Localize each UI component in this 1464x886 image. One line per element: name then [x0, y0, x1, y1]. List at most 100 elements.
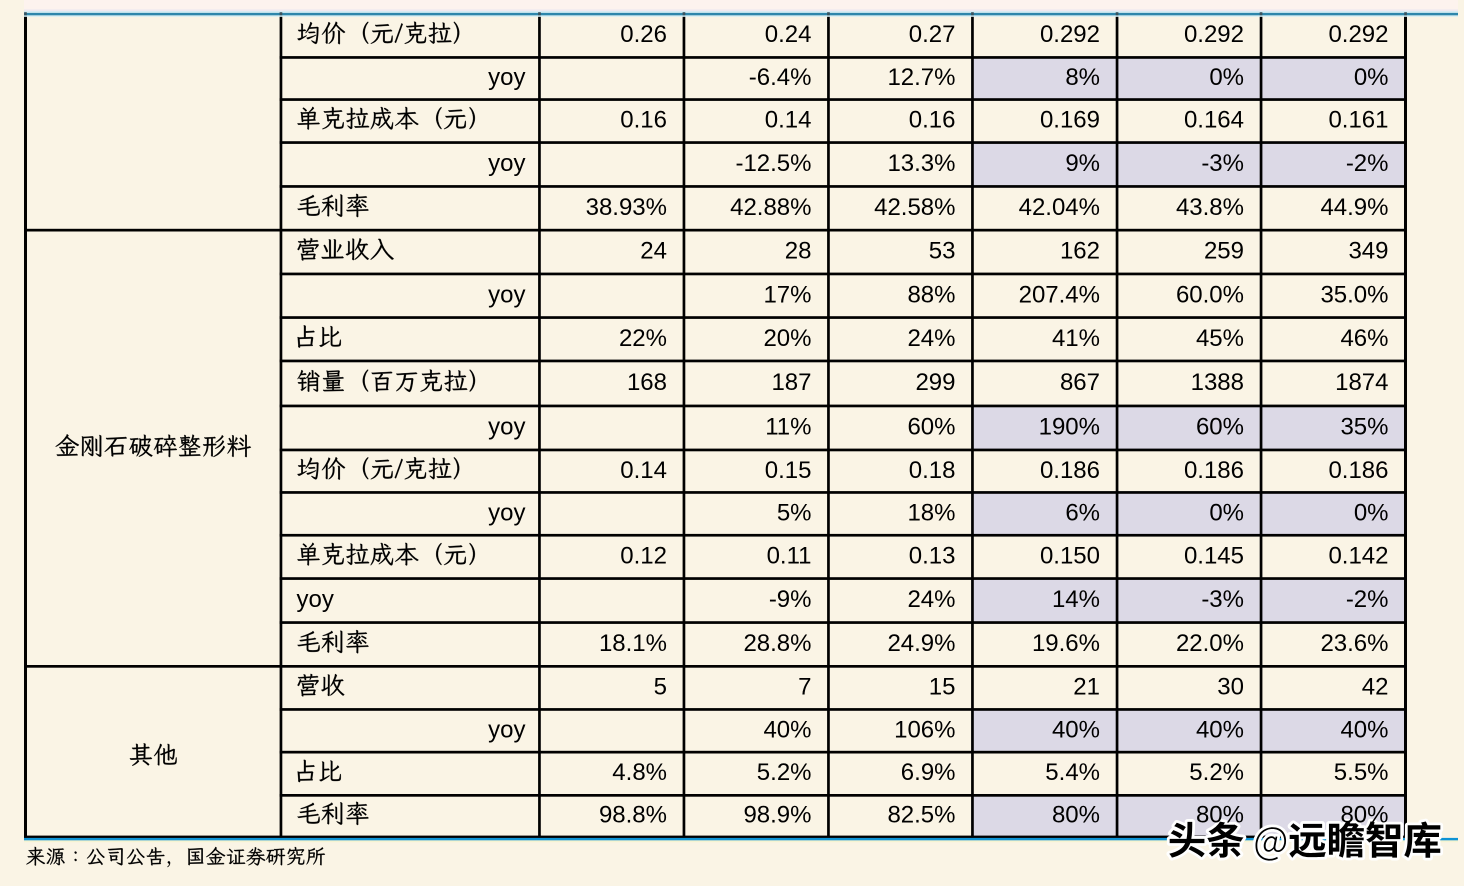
svg-text:80%: 80% [1052, 802, 1100, 829]
svg-text:18%: 18% [907, 499, 955, 526]
svg-text:19.6%: 19.6% [1032, 630, 1100, 657]
svg-text:5: 5 [654, 674, 667, 701]
svg-text:0.24: 0.24 [765, 21, 812, 48]
svg-text:yoy: yoy [488, 64, 525, 91]
svg-text:0.292: 0.292 [1040, 21, 1100, 48]
svg-text:24%: 24% [907, 586, 955, 613]
svg-text:yoy: yoy [488, 150, 525, 177]
svg-text:-2%: -2% [1346, 150, 1389, 177]
svg-text:0%: 0% [1354, 64, 1389, 91]
svg-text:187: 187 [771, 369, 811, 396]
svg-text:867: 867 [1060, 369, 1100, 396]
svg-text:4.8%: 4.8% [612, 759, 667, 786]
svg-text:0.150: 0.150 [1040, 542, 1100, 569]
svg-text:0.16: 0.16 [620, 107, 667, 134]
svg-text:299: 299 [915, 369, 955, 396]
svg-text:42.88%: 42.88% [730, 194, 811, 221]
svg-text:60%: 60% [1196, 414, 1244, 441]
svg-text:21: 21 [1073, 674, 1100, 701]
svg-text:80%: 80% [1196, 802, 1244, 829]
svg-text:0.16: 0.16 [909, 107, 956, 134]
svg-text:5.5%: 5.5% [1334, 759, 1389, 786]
svg-text:0.145: 0.145 [1184, 542, 1244, 569]
svg-text:17%: 17% [763, 281, 811, 308]
svg-text:5.2%: 5.2% [1189, 759, 1244, 786]
svg-text:0.186: 0.186 [1184, 457, 1244, 484]
svg-text:0.18: 0.18 [909, 457, 956, 484]
svg-text:0%: 0% [1209, 64, 1244, 91]
svg-text:0%: 0% [1354, 499, 1389, 526]
svg-text:168: 168 [627, 369, 667, 396]
svg-text:0.142: 0.142 [1328, 542, 1388, 569]
svg-text:40%: 40% [1052, 716, 1100, 743]
svg-text:0.11: 0.11 [767, 542, 812, 569]
svg-text:0.27: 0.27 [909, 21, 956, 48]
svg-text:20%: 20% [763, 325, 811, 352]
svg-text:yoy: yoy [488, 716, 525, 743]
svg-text:207.4%: 207.4% [1019, 281, 1100, 308]
svg-text:-2%: -2% [1346, 586, 1389, 613]
svg-text:7: 7 [798, 674, 811, 701]
svg-text:yoy: yoy [297, 586, 334, 613]
svg-text:-3%: -3% [1201, 150, 1244, 177]
svg-text:22%: 22% [619, 325, 667, 352]
svg-text:6%: 6% [1065, 499, 1100, 526]
svg-text:22.0%: 22.0% [1176, 630, 1244, 657]
svg-text:88%: 88% [907, 281, 955, 308]
svg-text:38.93%: 38.93% [586, 194, 667, 221]
svg-text:12.7%: 12.7% [887, 64, 955, 91]
svg-text:43.8%: 43.8% [1176, 194, 1244, 221]
svg-text:0%: 0% [1209, 499, 1244, 526]
svg-text:28: 28 [785, 238, 812, 265]
svg-text:0.12: 0.12 [620, 542, 667, 569]
svg-text:162: 162 [1060, 238, 1100, 265]
svg-text:35%: 35% [1340, 414, 1388, 441]
svg-text:0.292: 0.292 [1328, 21, 1388, 48]
svg-text:190%: 190% [1039, 414, 1100, 441]
svg-text:yoy: yoy [488, 414, 525, 441]
svg-text:40%: 40% [763, 716, 811, 743]
svg-text:5.2%: 5.2% [757, 759, 812, 786]
svg-text:98.9%: 98.9% [743, 802, 811, 829]
svg-text:0.161: 0.161 [1328, 107, 1388, 134]
svg-text:30: 30 [1217, 674, 1244, 701]
svg-text:40%: 40% [1340, 716, 1388, 743]
svg-text:14%: 14% [1052, 586, 1100, 613]
svg-text:5.4%: 5.4% [1045, 759, 1100, 786]
svg-text:yoy: yoy [488, 281, 525, 308]
svg-text:44.9%: 44.9% [1320, 194, 1388, 221]
svg-text:46%: 46% [1340, 325, 1388, 352]
svg-text:-12.5%: -12.5% [735, 150, 811, 177]
svg-text:41%: 41% [1052, 325, 1100, 352]
svg-text:42: 42 [1362, 674, 1389, 701]
svg-text:98.8%: 98.8% [599, 802, 667, 829]
svg-text:0.186: 0.186 [1328, 457, 1388, 484]
svg-text:45%: 45% [1196, 325, 1244, 352]
svg-text:53: 53 [929, 238, 956, 265]
svg-text:24.9%: 24.9% [887, 630, 955, 657]
svg-text:42.04%: 42.04% [1019, 194, 1100, 221]
svg-text:13.3%: 13.3% [887, 150, 955, 177]
svg-text:60.0%: 60.0% [1176, 281, 1244, 308]
svg-text:6.9%: 6.9% [901, 759, 956, 786]
svg-text:0.169: 0.169 [1040, 107, 1100, 134]
svg-text:18.1%: 18.1% [599, 630, 667, 657]
svg-text:8%: 8% [1065, 64, 1100, 91]
svg-text:0.15: 0.15 [765, 457, 812, 484]
svg-text:0.164: 0.164 [1184, 107, 1244, 134]
svg-text:-6.4%: -6.4% [749, 64, 812, 91]
svg-text:0.26: 0.26 [620, 21, 667, 48]
svg-text:0.14: 0.14 [620, 457, 667, 484]
svg-text:9%: 9% [1065, 150, 1100, 177]
svg-text:15: 15 [929, 674, 956, 701]
svg-text:349: 349 [1348, 238, 1388, 265]
svg-text:23.6%: 23.6% [1320, 630, 1388, 657]
svg-text:60%: 60% [907, 414, 955, 441]
svg-text:28.8%: 28.8% [743, 630, 811, 657]
svg-text:42.58%: 42.58% [874, 194, 955, 221]
svg-text:-9%: -9% [769, 586, 812, 613]
svg-text:40%: 40% [1196, 716, 1244, 743]
svg-text:259: 259 [1204, 238, 1244, 265]
svg-text:yoy: yoy [488, 499, 525, 526]
svg-text:24%: 24% [907, 325, 955, 352]
